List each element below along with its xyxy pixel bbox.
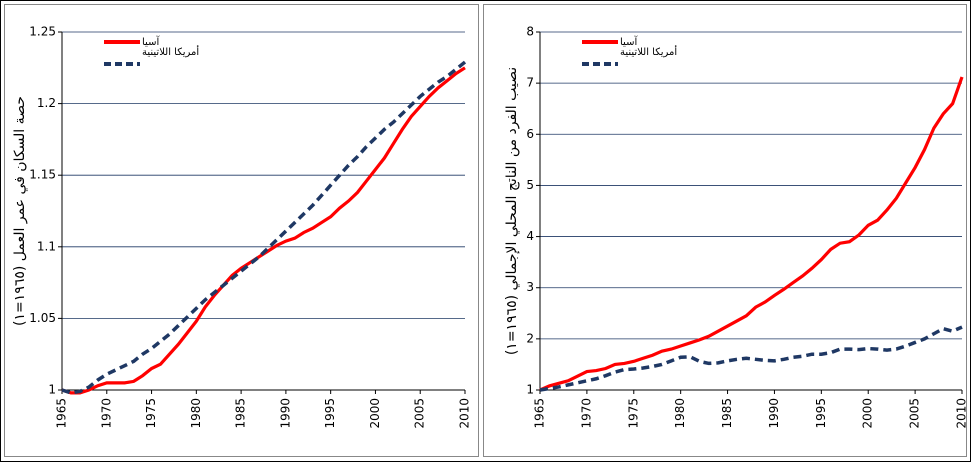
- x-tick-label: 2005: [413, 398, 427, 429]
- x-tick-label: 1970: [99, 398, 113, 429]
- panel-frame: [4, 4, 479, 457]
- x-tick-label: 1965: [55, 398, 69, 429]
- y-tick-label: 1.25: [29, 25, 56, 39]
- x-tick-label: 1975: [626, 398, 640, 429]
- y-tick-label: 5: [526, 178, 534, 192]
- panel-frame: [483, 4, 967, 457]
- legend-label: أمريكا اللاتينية: [620, 45, 677, 58]
- x-tick-label: 1990: [278, 398, 292, 429]
- y-tick-label: 1: [48, 383, 56, 397]
- y-tick-label: 4: [526, 229, 534, 243]
- x-tick-label: 1975: [144, 398, 158, 429]
- y-tick-label: 6: [526, 127, 534, 141]
- series-line: [61, 60, 467, 395]
- x-tick-label: 1990: [767, 398, 781, 429]
- x-tick-label: 2010: [458, 398, 472, 429]
- x-tick-label: 1980: [673, 398, 687, 429]
- x-tick-label: 2000: [861, 398, 875, 429]
- x-tick-label: 1995: [323, 398, 337, 429]
- y-tick-label: 1.2: [37, 96, 56, 110]
- x-tick-label: 2010: [955, 398, 969, 429]
- x-tick-label: 1965: [533, 398, 547, 429]
- y-tick-label: 1: [526, 383, 534, 397]
- y-tick-label: 1.1: [37, 239, 56, 253]
- x-tick-label: 2005: [908, 398, 922, 429]
- series-line: [539, 325, 963, 392]
- y-tick-label: 1.05: [29, 311, 56, 325]
- x-tick-label: 1995: [814, 398, 828, 429]
- legend-label: أمريكا اللاتينية: [142, 45, 199, 58]
- y-tick-label: 3: [526, 280, 534, 294]
- y-tick-label: 1.15: [29, 168, 56, 182]
- y-axis-title: حصة السكان في عمر العمل (١٩٦٥=١): [12, 96, 28, 326]
- y-tick-label: 8: [526, 25, 534, 39]
- x-tick-label: 1980: [189, 398, 203, 429]
- series-line: [539, 76, 964, 392]
- y-axis-title: نصيب الفرد من الناتج المحلي الإجمالي (١٩…: [504, 67, 520, 355]
- x-tick-label: 1985: [720, 398, 734, 429]
- x-tick-label: 1985: [234, 398, 248, 429]
- y-tick-label: 2: [526, 331, 534, 345]
- x-tick-label: 2000: [368, 398, 382, 429]
- legend-label: آسيا: [142, 35, 160, 48]
- x-tick-label: 1970: [579, 398, 593, 429]
- legend-label: آسيا: [620, 35, 638, 48]
- y-tick-label: 7: [526, 76, 534, 90]
